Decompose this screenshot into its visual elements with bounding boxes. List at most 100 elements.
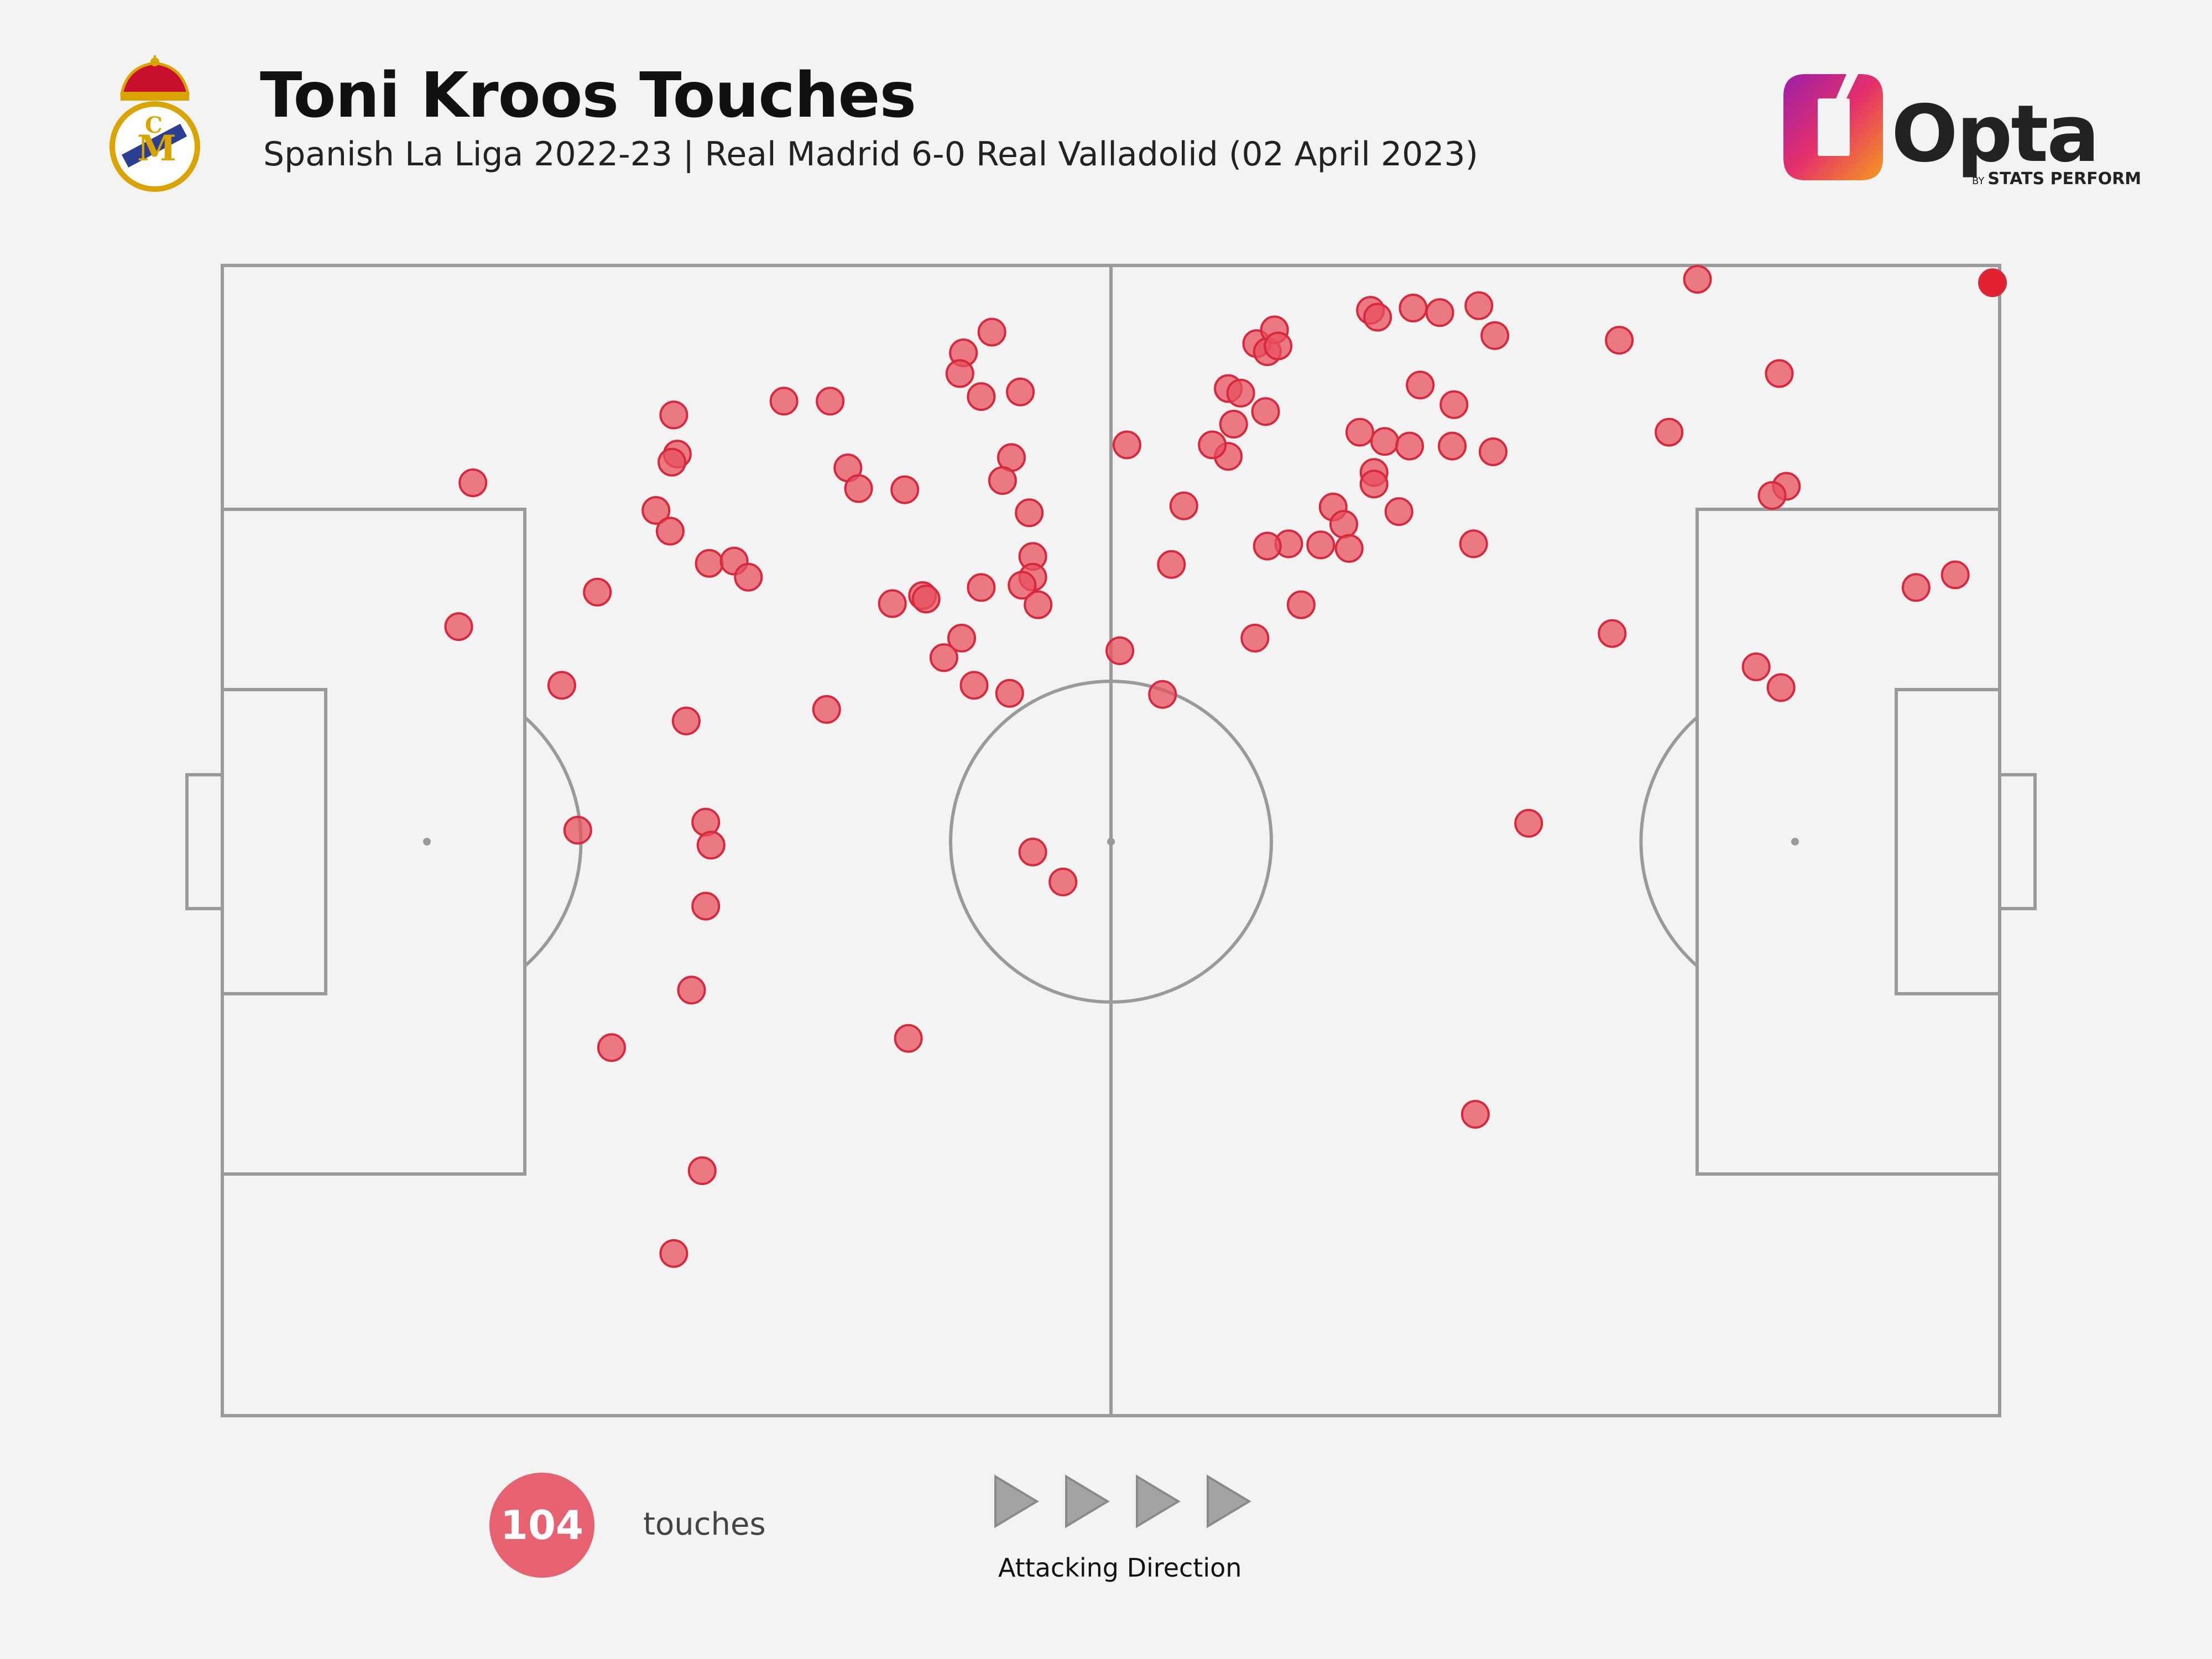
touch-point [1741,652,1771,681]
touch-point [995,679,1024,708]
arrow-icon [994,1474,1039,1528]
opta-mark-icon [1783,66,1883,180]
attacking-direction-label: Attacking Direction [998,1553,1242,1583]
touch-point [1460,1100,1490,1129]
touch-point [1226,378,1255,408]
opta-byline-by: BY [1972,175,1985,187]
center-spot [1107,838,1115,846]
left-six-yard-box [221,688,327,995]
right-penalty-spot [1791,838,1799,846]
touch-point [1015,498,1044,528]
opta-byline-text: STATS PERFORM [1987,169,2142,189]
touch-point [671,706,701,735]
touch-point [597,1033,626,1062]
touch-point [1480,321,1510,350]
touch-point [1253,531,1282,561]
touch-point [1198,430,1227,460]
touch-point [659,1239,688,1268]
touch-point [1425,298,1454,327]
touch-point [1112,430,1141,460]
touch-point [1363,302,1392,332]
touch-point [1766,673,1796,702]
right-goal [1998,773,2037,910]
right-penalty-box [1695,508,2001,1176]
svg-text:M: M [137,128,176,169]
touch-point [1018,837,1047,867]
opta-byline: BY STATS PERFORM [1972,169,2141,189]
touch-point [844,474,873,503]
left-penalty-spot [423,838,431,846]
opta-logo [1767,66,2132,199]
attacking-direction-arrows [984,1468,1261,1535]
arrow-icon [1207,1474,1251,1528]
touch-point [1024,590,1053,619]
touch-point [1264,331,1293,361]
opta-wordmark: Opta [1891,88,2100,180]
touch-point [1598,619,1627,648]
touch-point [1395,431,1424,461]
touch-point [583,577,612,607]
touch-point [929,643,958,672]
touch-point [1370,427,1399,456]
touch-point [947,623,976,653]
touch-point [1157,550,1186,579]
arrow-icon [1065,1474,1110,1528]
touch-point [1514,808,1543,838]
center-circle [949,680,1273,1004]
touch-point [1384,497,1413,526]
chart-title: Toni Kroos Touches [260,60,916,132]
touch-point [1940,560,1970,589]
touch-point [641,496,671,525]
left-penalty-box [221,508,526,1176]
touch-point [696,831,726,860]
touch-point-highlight [1978,268,2007,298]
touch-point [1901,573,1931,602]
touch-point [1006,377,1035,406]
touch-point [878,589,907,618]
real-madrid-crest-icon: M C [105,53,205,194]
touch-point [659,400,688,430]
touch-point [1329,510,1358,539]
touch-point [967,382,996,411]
touch-point [911,585,941,614]
touch-points [444,265,2007,1268]
touch-point [1048,867,1078,896]
touch-point [687,1156,717,1185]
touch-point [677,975,706,1005]
touch-point [1464,291,1494,320]
touch-point [769,387,799,416]
touch-point [988,466,1017,495]
touch-point [959,671,989,700]
touch-point [945,359,974,388]
touch-point [444,612,473,641]
touch-point [1655,418,1684,447]
touch-point [894,1024,923,1053]
touch-point [1359,469,1389,499]
touch-point [1459,529,1488,559]
touch-point [1399,294,1428,322]
touch-point [1286,590,1316,619]
touch-point [655,517,685,546]
touch-count-badge: 104 [489,1473,594,1578]
touch-point [1439,390,1469,419]
touch-point [1334,534,1364,563]
right-penalty-arc [1639,716,1698,968]
touch-point [695,549,724,578]
arrow-icon [1136,1474,1181,1528]
touch-point [1438,431,1467,461]
touch-point [812,695,841,724]
touch-point [563,816,592,845]
touch-point [547,671,576,700]
touch-point [1683,265,1712,294]
left-goal [185,773,224,910]
pitch-markings [185,264,2037,1417]
touch-point [1306,530,1335,560]
touch-point [1251,397,1280,426]
touch-point [1219,410,1248,439]
touch-point [1406,371,1435,400]
touch-point [458,468,488,498]
touch-point [977,317,1006,347]
touch-point [658,447,687,477]
svg-text:C: C [145,112,163,138]
touch-point [1605,326,1634,355]
